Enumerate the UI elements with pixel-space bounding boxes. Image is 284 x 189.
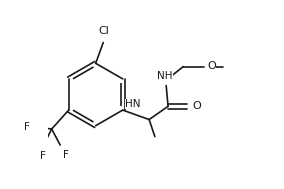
- Text: Cl: Cl: [99, 26, 110, 36]
- Text: F: F: [63, 150, 69, 160]
- Text: O: O: [192, 101, 201, 111]
- Text: F: F: [24, 122, 29, 132]
- Text: NH: NH: [157, 71, 173, 81]
- Text: F: F: [40, 151, 46, 161]
- Text: HN: HN: [125, 99, 141, 109]
- Text: O: O: [207, 61, 216, 71]
